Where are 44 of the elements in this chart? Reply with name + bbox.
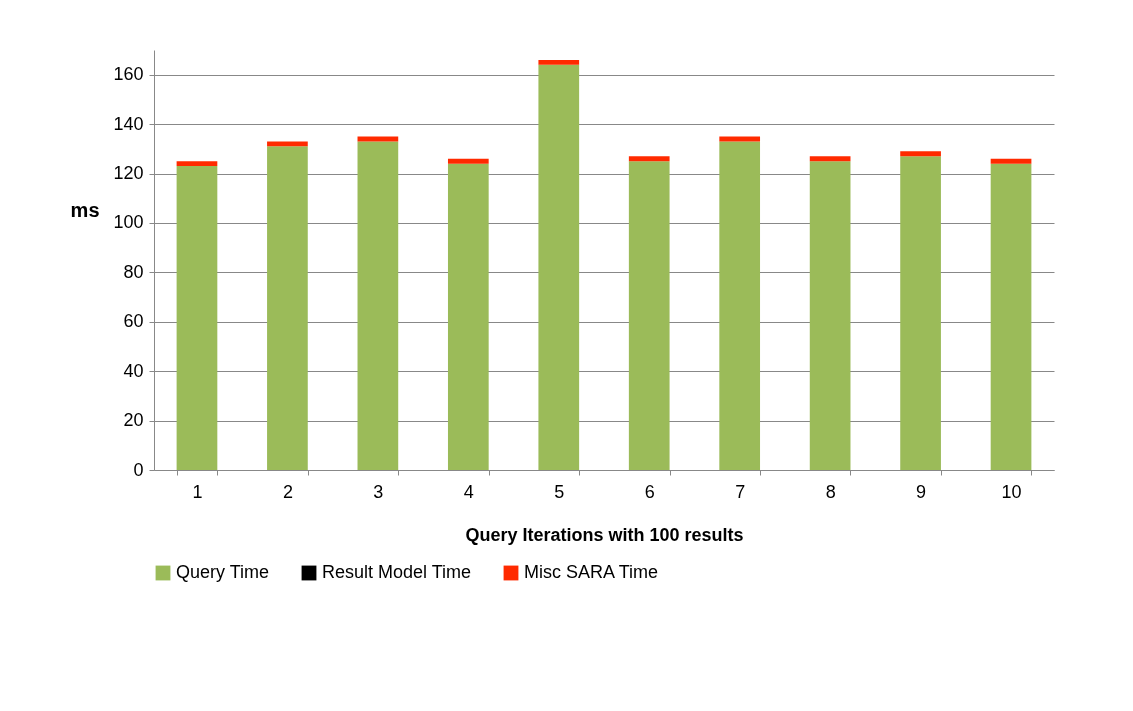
- y-tick-label: 100: [113, 212, 144, 233]
- bar: [357, 136, 399, 142]
- x-tick-label: 8: [825, 481, 836, 502]
- bar: [719, 136, 761, 142]
- bar: [357, 141, 399, 470]
- y-tick-label: 0: [133, 459, 144, 480]
- bar: [538, 59, 580, 65]
- y-tick-label: 80: [123, 261, 144, 282]
- x-tick-label: 4: [463, 481, 474, 502]
- bar: [900, 156, 941, 470]
- x-tick-label: 10: [1001, 481, 1022, 502]
- bar: [719, 141, 761, 470]
- x-axis-title: Query Iterations with 100 results: [465, 524, 744, 545]
- bar: [990, 163, 1032, 470]
- x-tick-label: 9: [916, 481, 927, 502]
- x-tick-label: 3: [373, 481, 384, 502]
- legend-label: Query Time: [176, 562, 270, 582]
- legend-label: Misc SARA Time: [524, 562, 659, 582]
- y-tick-label: 40: [123, 360, 144, 381]
- bar: [809, 161, 851, 470]
- bar: [176, 166, 218, 470]
- x-tick-label: 2: [282, 481, 293, 502]
- x-tick-label: 6: [644, 481, 655, 502]
- bar: [267, 141, 308, 147]
- y-tick-label: 120: [113, 163, 144, 184]
- x-tick-label: 1: [192, 481, 203, 502]
- x-tick-label: 7: [735, 481, 746, 502]
- x-tick-label: 5: [554, 481, 565, 502]
- bar: [447, 163, 489, 470]
- bar: [538, 64, 580, 470]
- y-tick-label: 160: [113, 64, 144, 85]
- y-tick-label: 60: [123, 311, 144, 332]
- bar: [176, 161, 218, 167]
- y-axis-title: ms: [70, 198, 100, 221]
- bar: [628, 161, 670, 470]
- bar: [447, 158, 489, 164]
- bar: [628, 156, 670, 162]
- bar: [809, 156, 851, 162]
- bar: [267, 146, 308, 470]
- bar: [990, 158, 1032, 164]
- y-tick-label: 140: [113, 113, 144, 134]
- legend-label: Result Model Time: [322, 562, 472, 582]
- bar: [900, 151, 941, 157]
- y-tick-label: 20: [123, 410, 144, 431]
